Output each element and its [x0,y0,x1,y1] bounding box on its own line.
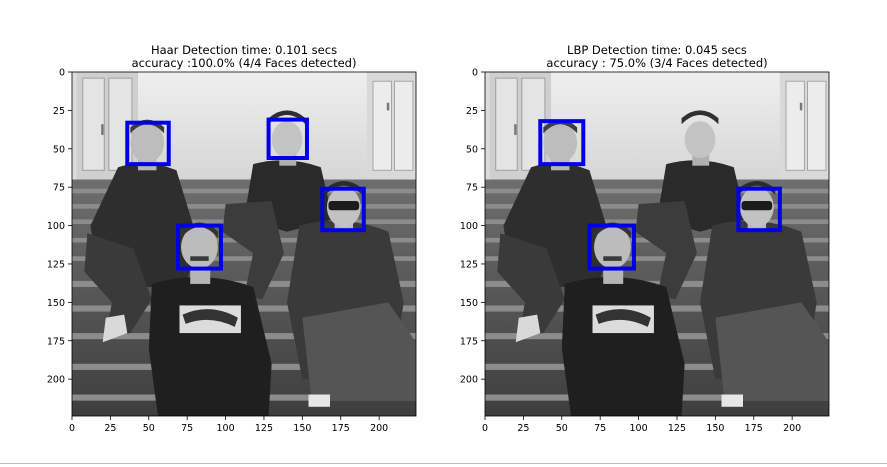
x-tick-label: 0 [69,423,75,434]
x-tick-label: 50 [556,423,568,434]
photo-image [484,71,830,417]
x-tick-label: 175 [745,423,763,434]
chart-title: LBP Detection time: 0.045 secs [567,43,747,57]
y-tick-label: 100 [460,221,478,232]
y-tick-label: 150 [460,298,478,309]
x-tick-label: 200 [370,423,388,434]
x-tick-label: 100 [217,423,235,434]
x-tick-label: 150 [706,423,724,434]
bottom-divider [0,463,887,464]
chart-subtitle: accuracy : 75.0% (3/4 Faces detected) [546,56,767,70]
y-tick-label: 100 [47,221,65,232]
x-tick-label: 150 [293,423,311,434]
x-tick-label: 200 [783,423,801,434]
chart-title: Haar Detection time: 0.101 secs [151,43,337,57]
x-tick-label: 25 [517,423,529,434]
x-tick-label: 75 [594,423,606,434]
face-detection-box [736,186,782,233]
y-tick-label: 75 [53,183,65,194]
face-detection-box [266,117,309,160]
y-tick-label: 0 [472,68,478,79]
y-tick-label: 200 [47,375,65,386]
y-tick-label: 25 [466,106,478,117]
lbp-detection-panel: 0 25 50 75 100 125 150 175 200 0 25 50 75 100 125 150 17… [460,43,830,434]
face-detection-box [538,119,586,167]
y-tick-label: 25 [53,106,65,117]
y-tick-label: 150 [47,298,65,309]
y-tick-label: 50 [466,144,478,155]
face-detection-box [175,223,223,271]
chart-subtitle: accuracy :100.0% (4/4 Faces detected) [132,56,357,70]
face-detection-box [125,120,171,167]
x-tick-label: 125 [255,423,273,434]
x-tick-label: 175 [332,423,350,434]
face-detection-box [320,186,366,233]
y-tick-label: 175 [47,336,65,347]
axes-frame [71,71,417,417]
y-tick-label: 0 [59,68,65,79]
y-tick-label: 125 [47,259,65,270]
x-tick-label: 0 [482,423,488,434]
x-tick-label: 100 [630,423,648,434]
axes-frame [484,71,830,417]
y-tick-label: 75 [466,183,478,194]
x-tick-label: 125 [668,423,686,434]
y-tick-label: 125 [460,259,478,270]
x-tick-label: 50 [143,423,155,434]
y-tick-label: 200 [460,375,478,386]
y-tick-label: 50 [53,144,65,155]
face-detection-box [587,223,636,271]
y-tick-label: 175 [460,336,478,347]
photo-image [71,71,417,417]
haar-detection-panel: 0 25 50 75 100 125 150 175 200 0 25 50 75 100 125 150 17… [47,43,417,434]
x-tick-label: 25 [104,423,116,434]
x-tick-label: 75 [181,423,193,434]
